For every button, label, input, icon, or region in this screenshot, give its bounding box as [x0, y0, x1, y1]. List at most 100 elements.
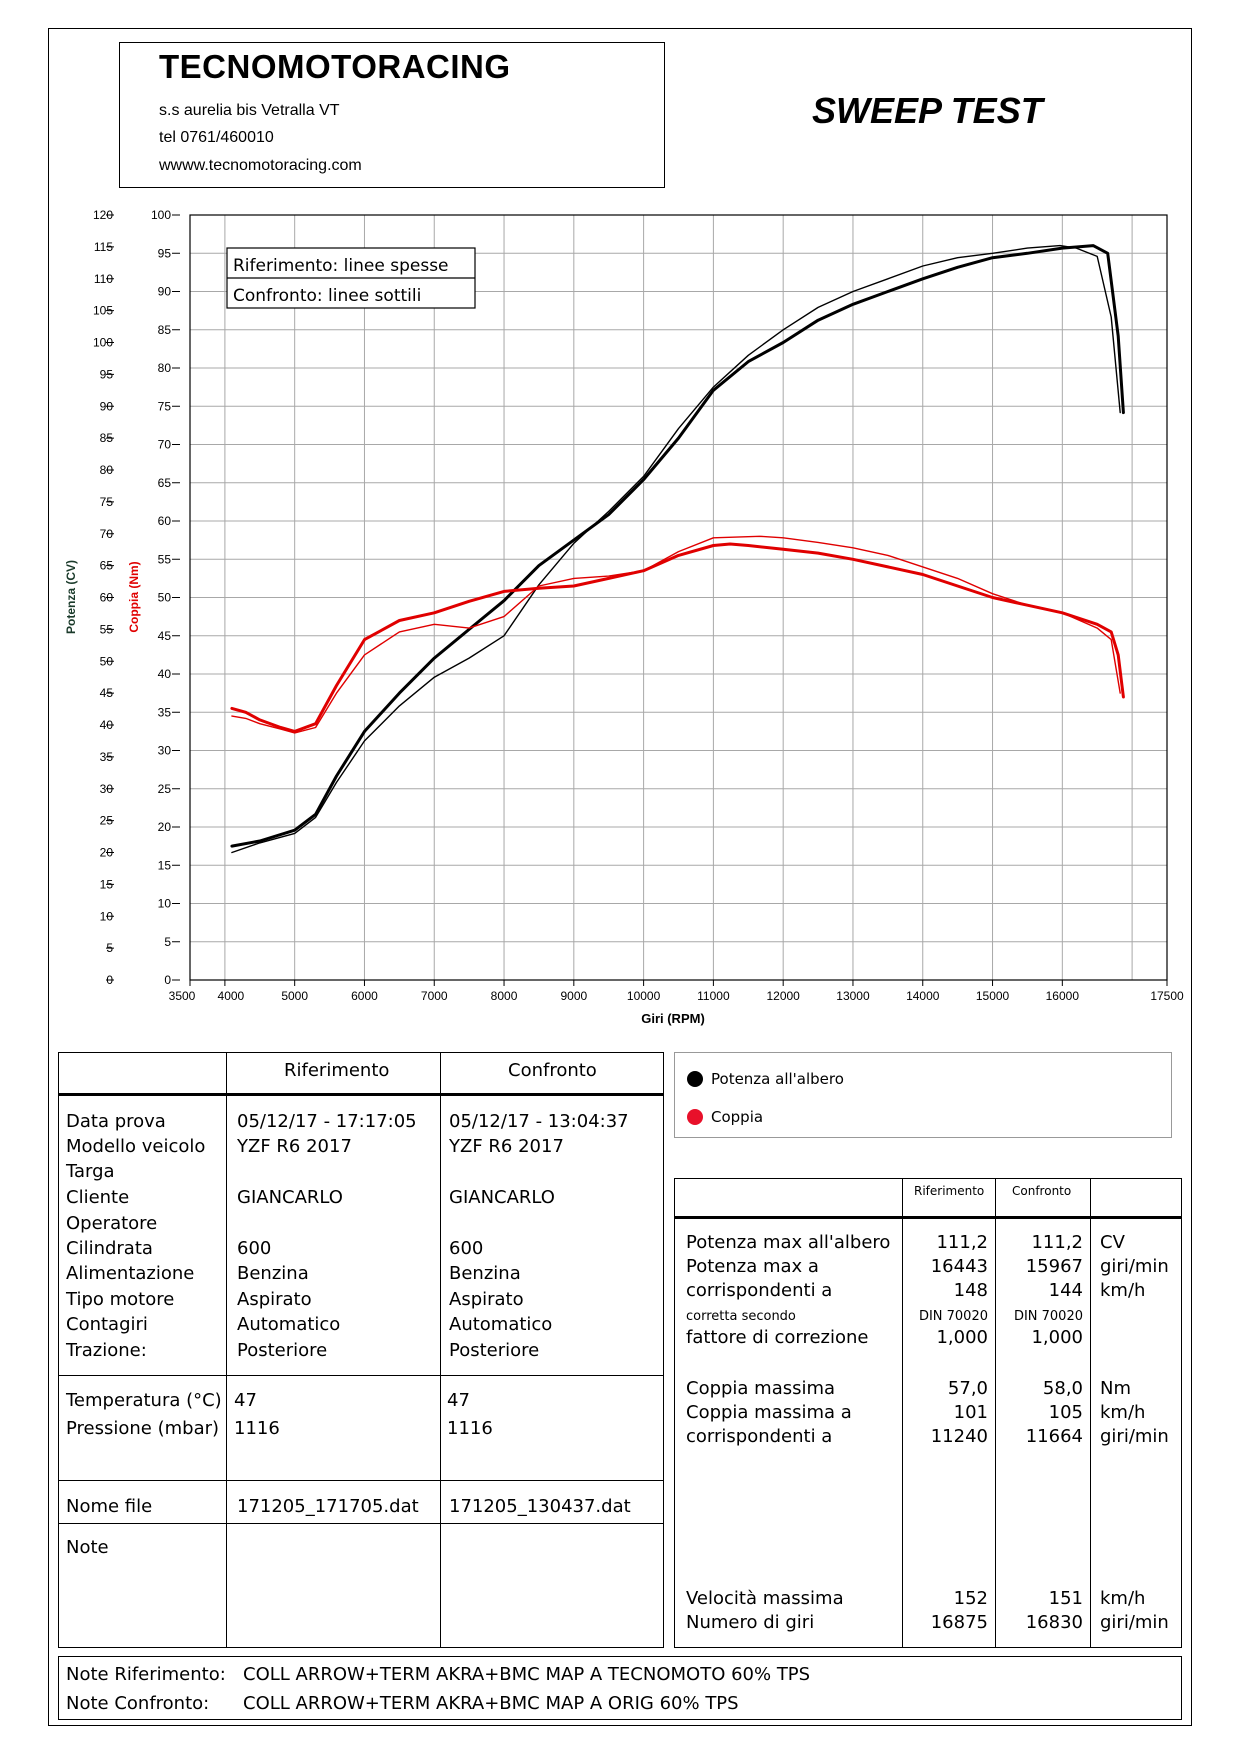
header-divider	[674, 1216, 1182, 1219]
coppia-tick-label: 60	[158, 514, 172, 528]
coppia-tick-label: 35	[158, 705, 172, 719]
result-cmp: 111,2	[1031, 1232, 1083, 1253]
test-info-cmp: Automatico	[449, 1314, 553, 1335]
x-tick-label: 4000	[218, 989, 245, 1003]
col-header-confronto: Confronto	[508, 1060, 597, 1081]
result-unit: km/h	[1100, 1280, 1146, 1301]
test-info-label: Data prova	[66, 1111, 166, 1132]
env-label: Temperatura (°C)	[66, 1390, 222, 1411]
test-info-cmp: 05/12/17 - 13:04:37	[449, 1111, 629, 1132]
test-info-label: Tipo motore	[66, 1289, 175, 1310]
env-cmp: 1116	[447, 1418, 493, 1439]
result-ref: 148	[953, 1280, 988, 1301]
coppia-tick-label: 30	[158, 744, 172, 758]
test-info-label: Trazione:	[66, 1340, 147, 1361]
x-tick-label: 13000	[836, 989, 870, 1003]
test-info-ref: Automatico	[237, 1314, 341, 1335]
x-tick-label: 17500	[1150, 989, 1184, 1003]
env-ref: 47	[234, 1390, 257, 1411]
header-divider	[58, 1093, 664, 1096]
x-tick-label: 8000	[491, 989, 518, 1003]
test-info-label: Alimentazione	[66, 1263, 195, 1284]
col-divider	[902, 1178, 903, 1648]
test-info-ref: GIANCARLO	[237, 1187, 343, 1208]
result-ref: 152	[953, 1588, 988, 1609]
test-info-label: Modello veicolo	[66, 1136, 206, 1157]
potenza-axis-ticks: 0510152025303540455055606570758085909510…	[93, 208, 114, 987]
result-label: corretta secondo	[686, 1309, 796, 1324]
test-info-cmp: Aspirato	[449, 1289, 524, 1310]
coppia-tick-label: 15	[158, 858, 172, 872]
result-ref: 16875	[930, 1612, 988, 1633]
test-info-ref: 05/12/17 - 17:17:05	[237, 1111, 417, 1132]
test-info-cmp: GIANCARLO	[449, 1187, 555, 1208]
chart-series	[230, 244, 1125, 854]
test-info-ref: YZF R6 2017	[237, 1136, 352, 1157]
coppia-tick-label: 45	[158, 629, 172, 643]
result-label: corrispondenti a	[686, 1426, 833, 1447]
potenza-tick-label: 110	[94, 272, 113, 286]
result-ref: 57,0	[947, 1378, 988, 1399]
coppia-tick-label: 20	[158, 820, 172, 834]
coppia-tick-label: 5	[164, 935, 171, 949]
coppia-tick-label: 50	[158, 591, 172, 605]
result-label: Coppia massima a	[686, 1402, 852, 1423]
file-label: Nome file	[66, 1496, 153, 1517]
company-header-box	[119, 42, 665, 188]
coppia-line-confronto	[231, 535, 1121, 734]
page-frame	[48, 28, 1192, 1726]
coppia-tick-label: 40	[158, 667, 172, 681]
legend-box-ref: Riferimento: linee spesse	[233, 256, 449, 276]
col-divider	[1090, 1178, 1091, 1648]
result-cmp: 58,0	[1042, 1378, 1083, 1399]
test-info-label: Cliente	[66, 1187, 130, 1208]
coppia-tick-label: 0	[164, 973, 171, 987]
note-ref-label: Note Riferimento:	[66, 1664, 226, 1685]
notes-box	[58, 1656, 1182, 1720]
result-cmp: 15967	[1025, 1256, 1083, 1277]
test-info-ref: Benzina	[237, 1263, 309, 1284]
x-axis-ticks: 3500 4000 5000 6000 7000 8000 9000 10000 11000 12…	[169, 980, 1184, 1003]
result-cmp: 11664	[1025, 1426, 1083, 1447]
potenza-legend-label: Potenza all'albero	[711, 1070, 844, 1088]
coppia-tick-label: 90	[158, 285, 172, 299]
coppia-tick-label: 55	[158, 552, 172, 566]
x-tick-label: 3500	[169, 989, 196, 1003]
potenza-tick-label: 115	[94, 240, 113, 254]
result-cmp: 151	[1048, 1588, 1083, 1609]
dyno-chart: 3500 4000 5000 6000 7000 8000 9000 10000 11000 12…	[64, 208, 1184, 1026]
x-tick-label: 10000	[627, 989, 661, 1003]
note-label: Note	[66, 1537, 109, 1558]
env-ref: 1116	[234, 1418, 280, 1439]
test-info-cmp: YZF R6 2017	[449, 1136, 564, 1157]
env-cmp: 47	[447, 1390, 470, 1411]
x-axis-label: Giri (RPM)	[641, 1011, 705, 1026]
coppia-line-riferimento	[230, 542, 1125, 733]
result-label: fattore di correzione	[686, 1327, 869, 1348]
potenza-line-confronto	[231, 244, 1121, 854]
coppia-tick-label: 65	[158, 476, 172, 490]
col-header-riferimento: Riferimento	[284, 1060, 390, 1081]
result-ref: 101	[953, 1402, 988, 1423]
results-col-confronto: Confronto	[1012, 1184, 1072, 1198]
company-phone: tel 0761/460010	[159, 129, 274, 146]
result-ref: 111,2	[936, 1232, 988, 1253]
x-tick-label: 16000	[1046, 989, 1080, 1003]
result-cmp: DIN 70020	[1013, 1309, 1083, 1324]
test-info-label: Operatore	[66, 1213, 158, 1234]
test-info-label: Contagiri	[66, 1314, 148, 1335]
result-label: corrispondenti a	[686, 1280, 833, 1301]
test-info-table	[58, 1052, 664, 1648]
row-divider	[58, 1375, 664, 1376]
test-info-label: Targa	[66, 1161, 115, 1182]
potenza-line-riferimento	[230, 244, 1125, 848]
note-cmp-text: COLL ARROW+TERM AKRA+BMC MAP A ORIG 60% …	[243, 1693, 739, 1714]
result-unit: giri/min	[1100, 1256, 1169, 1277]
x-tick-label: 5000	[281, 989, 308, 1003]
coppia-tick-label: 95	[158, 246, 172, 260]
x-tick-label: 9000	[560, 989, 587, 1003]
test-info-ref: Posteriore	[237, 1340, 328, 1361]
coppia-tick-label: 80	[158, 361, 172, 375]
coppia-legend-marker	[687, 1109, 703, 1125]
result-unit: CV	[1100, 1232, 1125, 1253]
